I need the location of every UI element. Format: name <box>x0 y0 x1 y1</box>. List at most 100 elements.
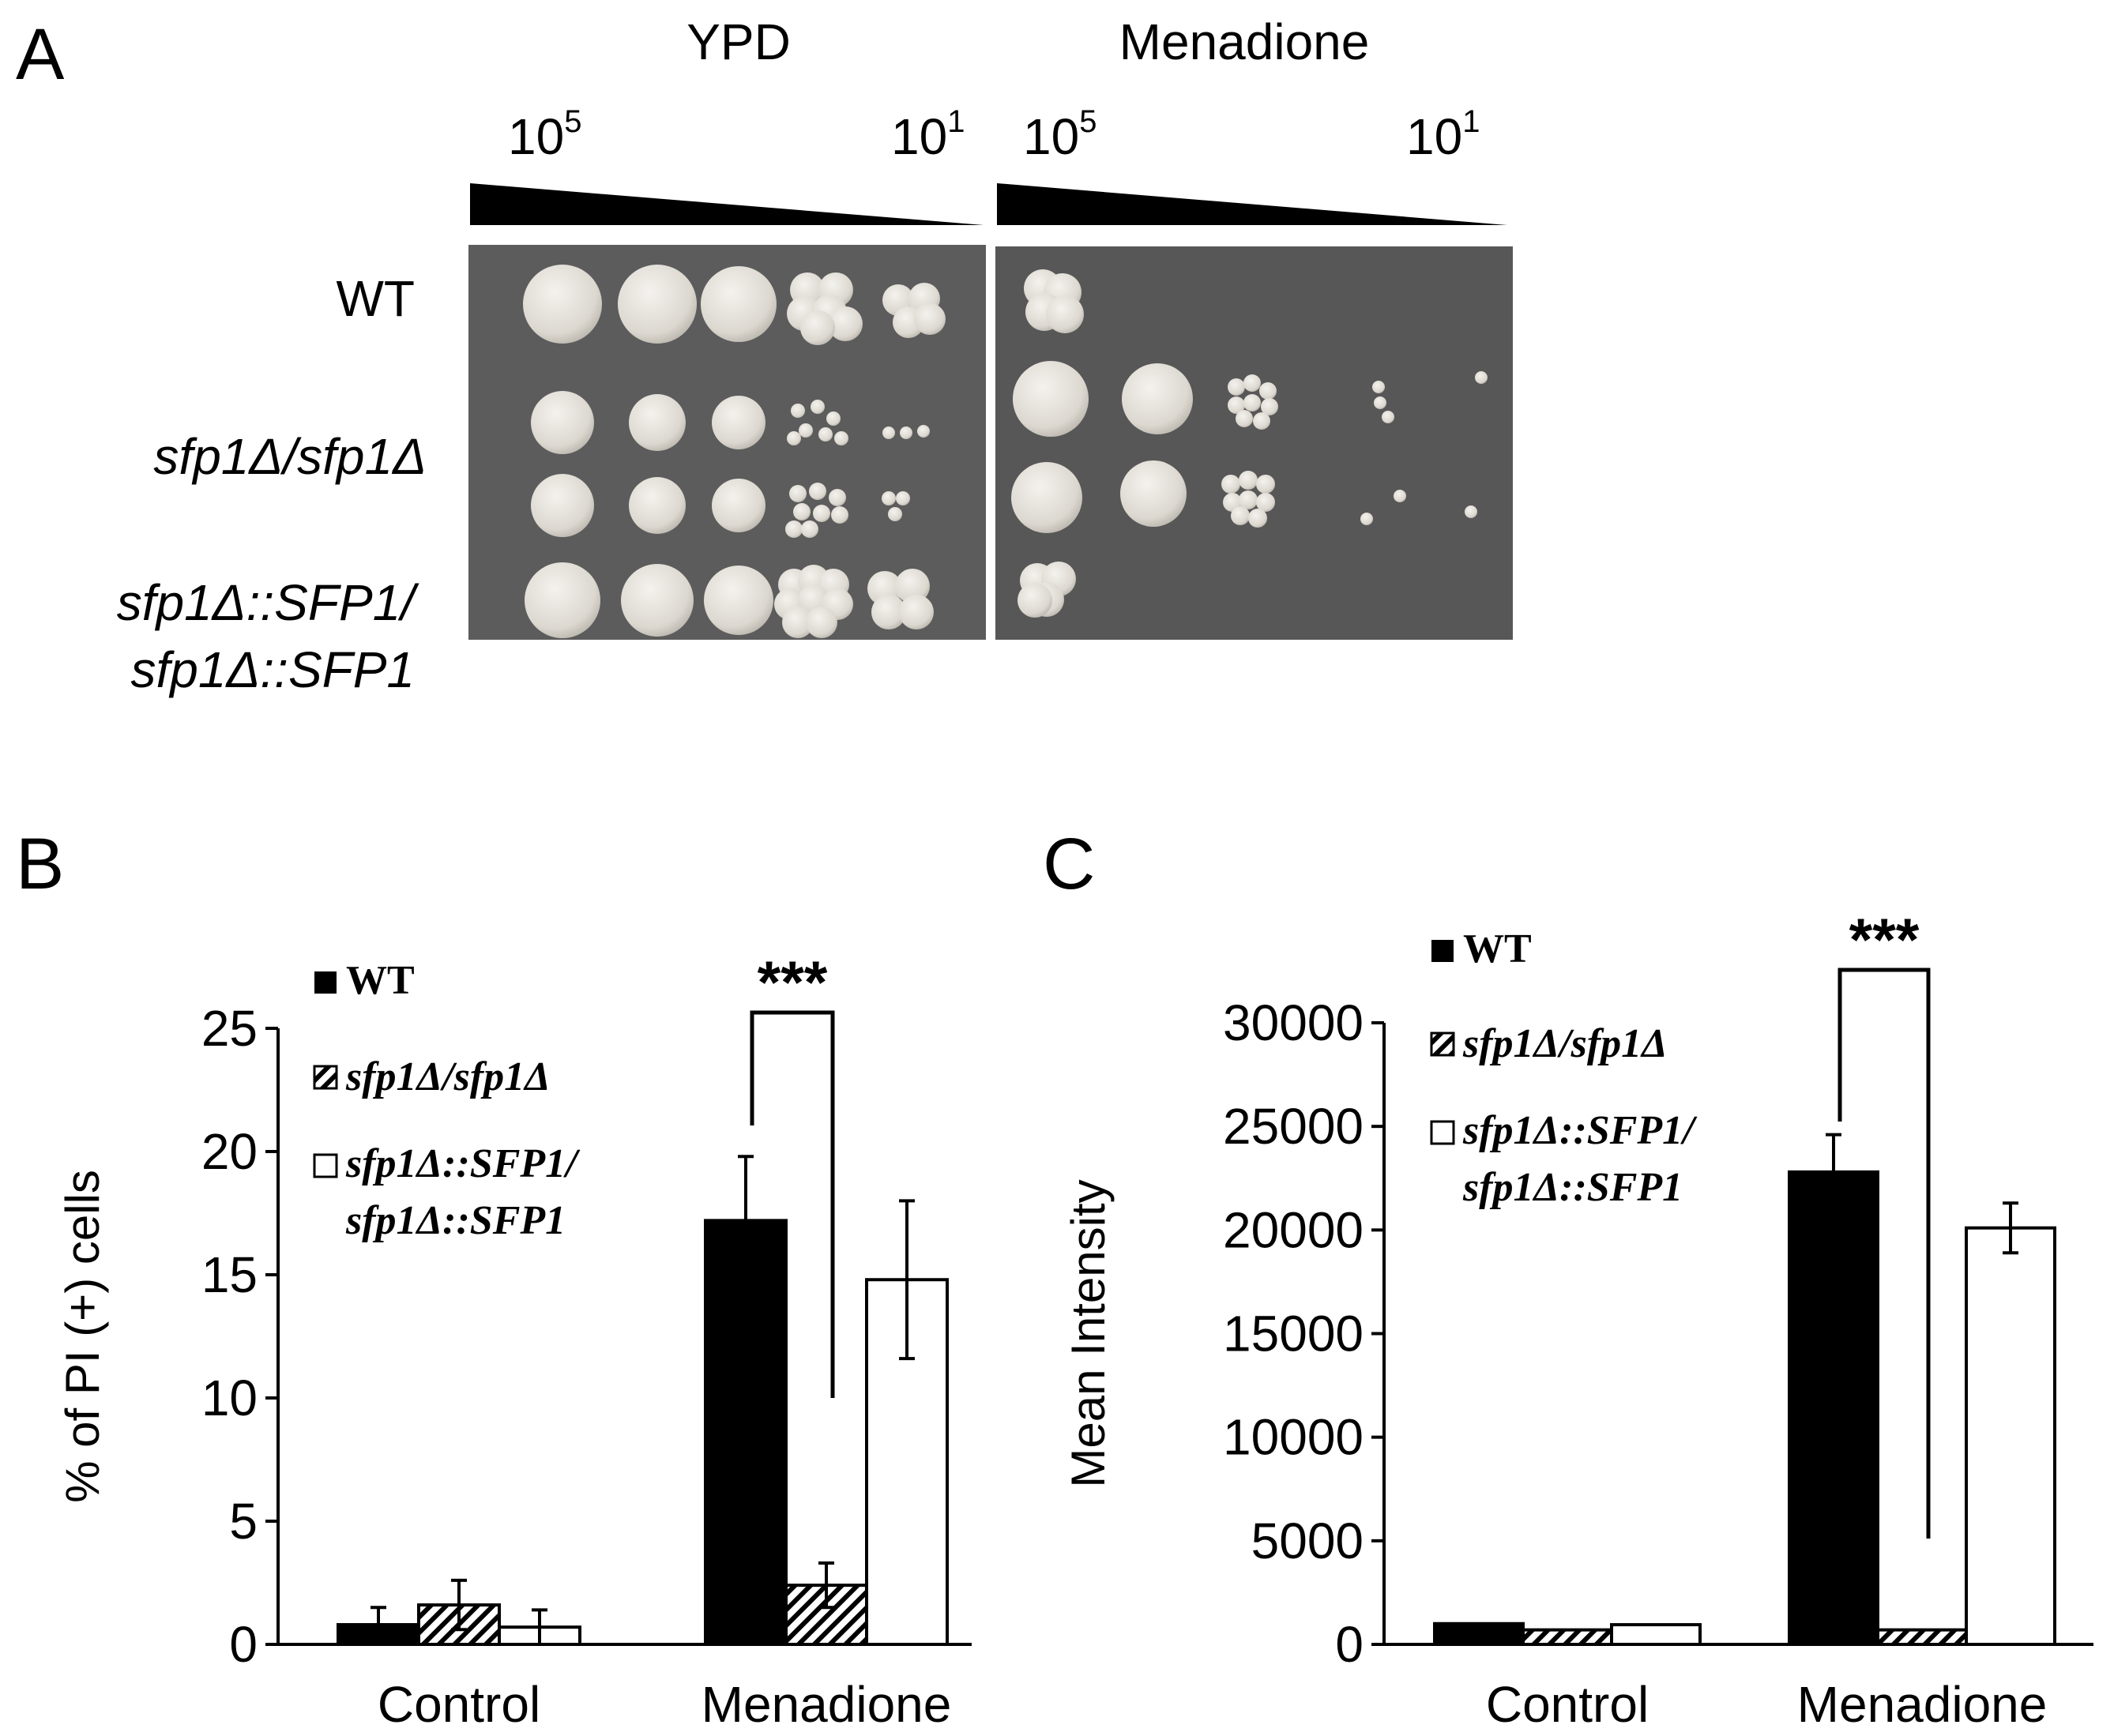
colony-spot <box>531 391 594 454</box>
colony-spot <box>1243 374 1261 392</box>
legend-b-mutant-swatch <box>313 1065 338 1090</box>
colony-spot <box>1372 381 1385 393</box>
y-tick-label: 5000 <box>1251 1512 1364 1569</box>
colony-spot <box>813 505 830 522</box>
ypd-dilution-wedge <box>470 183 984 225</box>
y-tick-label: 15 <box>201 1246 258 1303</box>
menadione-dilution-low-label: 101 <box>1406 104 1480 165</box>
colony-spot <box>899 595 934 629</box>
colony-spot <box>829 489 846 506</box>
colony-spot <box>1239 490 1258 509</box>
colony-spot <box>1221 475 1240 494</box>
colony-spot <box>1248 509 1267 528</box>
colony-spot <box>1243 394 1261 411</box>
colony-spot <box>525 562 600 638</box>
colony-spot <box>793 503 811 520</box>
colony-spot <box>801 520 818 538</box>
colony-spots <box>523 265 1488 638</box>
colony-spot <box>882 426 895 439</box>
chart-b: 0 5 10 15 20 25 % of PI (+) cells Control Menadi… <box>56 949 972 1733</box>
significance-bracket <box>1838 968 1931 1539</box>
legend-c-mutant-swatch <box>1430 1031 1455 1057</box>
colony-spot <box>1256 475 1275 494</box>
legend-b-rescue-swatch <box>313 1153 338 1178</box>
colony-spot <box>531 474 594 537</box>
legend-b-rescue-label-line2: sfp1Δ::SFP1 <box>345 1198 566 1243</box>
panel-c-letter: C <box>1043 824 1095 904</box>
colony-spot <box>618 265 697 344</box>
significance-stars: *** <box>1849 907 1920 974</box>
y-tick-label: 20000 <box>1223 1201 1364 1258</box>
strain-label-wt: WT <box>337 270 416 327</box>
colony-spot <box>1228 378 1245 396</box>
y-tick-label: 10000 <box>1223 1409 1364 1466</box>
x-category-label: Menadione <box>702 1676 952 1733</box>
x-category-label: Menadione <box>1797 1676 2048 1733</box>
colony-spot <box>789 485 807 502</box>
colony-spot <box>831 506 848 524</box>
colony-spot <box>1475 371 1488 384</box>
y-tick-label: 25 <box>201 1000 258 1057</box>
bar-rescue-control <box>1610 1623 1702 1647</box>
colony-spot <box>809 483 826 500</box>
ypd-condition-label: YPD <box>686 13 791 70</box>
colony-spot <box>1011 462 1082 533</box>
bar-mutant-menadione <box>1876 1628 1968 1647</box>
colony-spot <box>799 423 813 438</box>
colony-spot <box>1231 506 1250 525</box>
colony-spot <box>701 266 777 342</box>
y-axis-label: % of PI (+) cells <box>56 1170 109 1503</box>
colony-spot <box>712 396 765 449</box>
panel-b-letter: B <box>16 824 64 904</box>
colony-spot <box>834 431 848 445</box>
ypd-dilution-high-label: 105 <box>508 104 581 165</box>
colony-spot <box>871 595 906 629</box>
legend-c-wt-label: WT <box>1463 926 1532 971</box>
colony-spot <box>712 479 765 532</box>
legend-b-wt-label: WT <box>346 958 415 1003</box>
panel-a-letter: A <box>16 14 65 95</box>
y-tick-label: 15000 <box>1223 1306 1364 1362</box>
colony-spot <box>800 310 835 345</box>
chart-c: 0 5000 10000 15000 20000 25000 30000 Mean Inten… <box>1062 907 2093 1733</box>
colony-spot <box>1122 363 1193 434</box>
bar-wt-control <box>1433 1621 1525 1646</box>
significance-bracket <box>750 1010 835 1398</box>
colony-spot <box>882 491 896 505</box>
y-tick-label: 25000 <box>1223 1098 1364 1155</box>
panel-b: B 0 5 10 15 20 25 % of PI (+) cells Control Mena… <box>16 824 972 1733</box>
colony-spot <box>826 411 841 426</box>
colony-spot <box>1013 361 1089 437</box>
significance-stars: *** <box>758 949 828 1016</box>
legend-b-rescue-label-line1: sfp1Δ::SFP1/ <box>345 1141 581 1186</box>
strain-label-mutant: sfp1Δ/sfp1Δ <box>153 428 427 485</box>
colony-spot <box>917 425 930 438</box>
y-tick-label: 20 <box>201 1123 258 1180</box>
colony-spot <box>1360 513 1373 525</box>
colony-spot <box>1228 396 1245 414</box>
colony-spot <box>629 394 686 451</box>
legend-b-wt-swatch <box>314 971 337 994</box>
colony-spot <box>791 404 805 418</box>
colony-spot <box>1465 505 1477 518</box>
legend-b: WT sfp1Δ/sfp1Δ sfp1Δ::SFP1/ sfp1Δ::SFP1 <box>313 958 581 1243</box>
colony-spot <box>1120 460 1187 527</box>
colony-spot <box>1239 471 1258 490</box>
bar-rescue-menadione <box>1965 1226 2056 1646</box>
colony-spot <box>1046 295 1084 333</box>
ypd-dilution-low-label: 101 <box>891 104 965 165</box>
legend-c-wt-swatch <box>1431 940 1454 962</box>
panel-a: A YPD 105 101 Menadione 105 101 WT sfp1Δ… <box>16 13 1513 698</box>
x-category-label: Control <box>378 1676 540 1733</box>
colony-spot <box>1261 398 1278 415</box>
menadione-dilution-high-label: 105 <box>1023 104 1096 165</box>
colony-spot <box>1382 411 1394 423</box>
colony-spot <box>782 607 814 638</box>
colony-spot <box>621 564 694 637</box>
colony-spot <box>1256 493 1275 512</box>
colony-spot <box>704 566 773 635</box>
colony-spot <box>1394 490 1406 502</box>
colony-spot <box>811 400 825 414</box>
colony-spot <box>888 507 902 521</box>
